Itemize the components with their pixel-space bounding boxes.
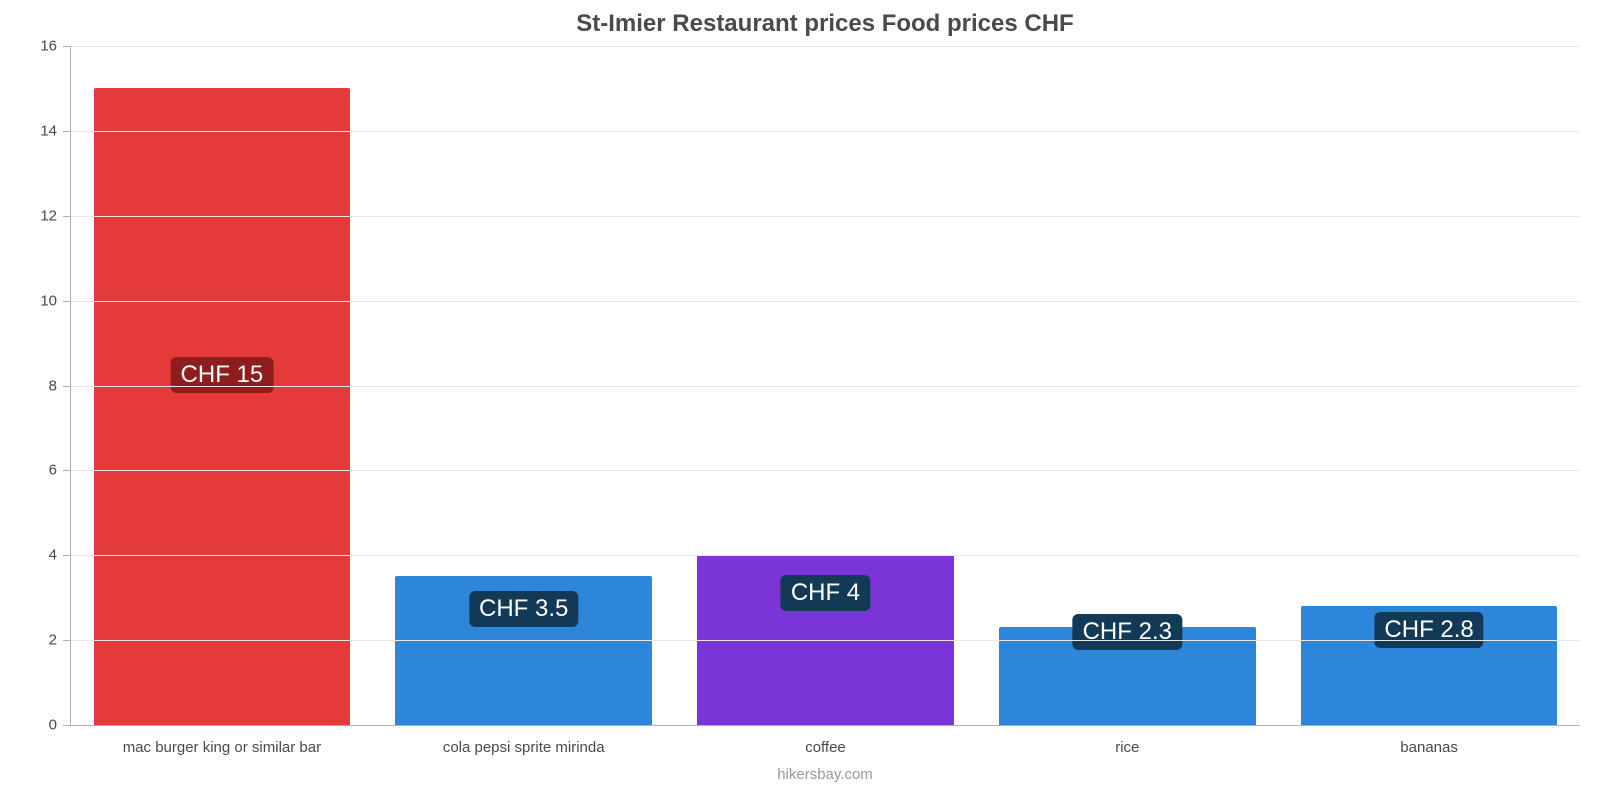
bar: CHF 2.8 (1301, 606, 1558, 725)
y-tick-label: 8 (49, 377, 71, 394)
bar-slot: CHF 2.8 (1278, 46, 1580, 725)
x-axis-label: bananas (1278, 739, 1580, 756)
bar-chart: St-Imier Restaurant prices Food prices C… (0, 0, 1600, 800)
bar-slot: CHF 4 (675, 46, 977, 725)
y-tick-label: 12 (40, 207, 71, 224)
bars-container: CHF 15 CHF 3.5 CHF 4 CHF 2.3 CHF 2.8 (71, 46, 1580, 725)
bar: CHF 15 (94, 88, 351, 725)
y-tick-label: 6 (49, 462, 71, 479)
y-tick-label: 4 (49, 547, 71, 564)
y-tick-label: 16 (40, 38, 71, 55)
plot-area: CHF 15CHF 3.5CHF 4CHF 2.3CHF 2.8 mac bur… (70, 46, 1580, 726)
x-axis-label: coffee (675, 739, 977, 756)
x-axis-label: cola pepsi sprite mirinda (373, 739, 675, 756)
y-tick-label: 2 (49, 632, 71, 649)
x-axis-label: mac burger king or similar bar (71, 739, 373, 756)
bar: CHF 2.3 (999, 627, 1256, 725)
y-tick-label: 10 (40, 292, 71, 309)
bar: CHF 4 (697, 555, 954, 725)
bar-value-label: CHF 4 (781, 575, 870, 611)
y-tick-label: 14 (40, 122, 71, 139)
x-axis-labels: mac burger king or similar barcola pepsi… (71, 725, 1580, 756)
x-axis-label: rice (976, 739, 1278, 756)
bar-slot: CHF 15 (71, 46, 373, 725)
bar-slot: CHF 2.3 (976, 46, 1278, 725)
chart-source: hikersbay.com (70, 766, 1580, 783)
y-tick-label: 0 (49, 717, 71, 734)
bar-value-label: CHF 2.8 (1374, 612, 1483, 648)
bar-value-label: CHF 3.5 (469, 591, 578, 627)
bar-slot: CHF 3.5 (373, 46, 675, 725)
bar-value-label: CHF 15 (171, 357, 274, 393)
bar: CHF 3.5 (395, 576, 652, 725)
bar-value-label: CHF 2.3 (1073, 614, 1182, 650)
chart-title: St-Imier Restaurant prices Food prices C… (70, 10, 1580, 38)
